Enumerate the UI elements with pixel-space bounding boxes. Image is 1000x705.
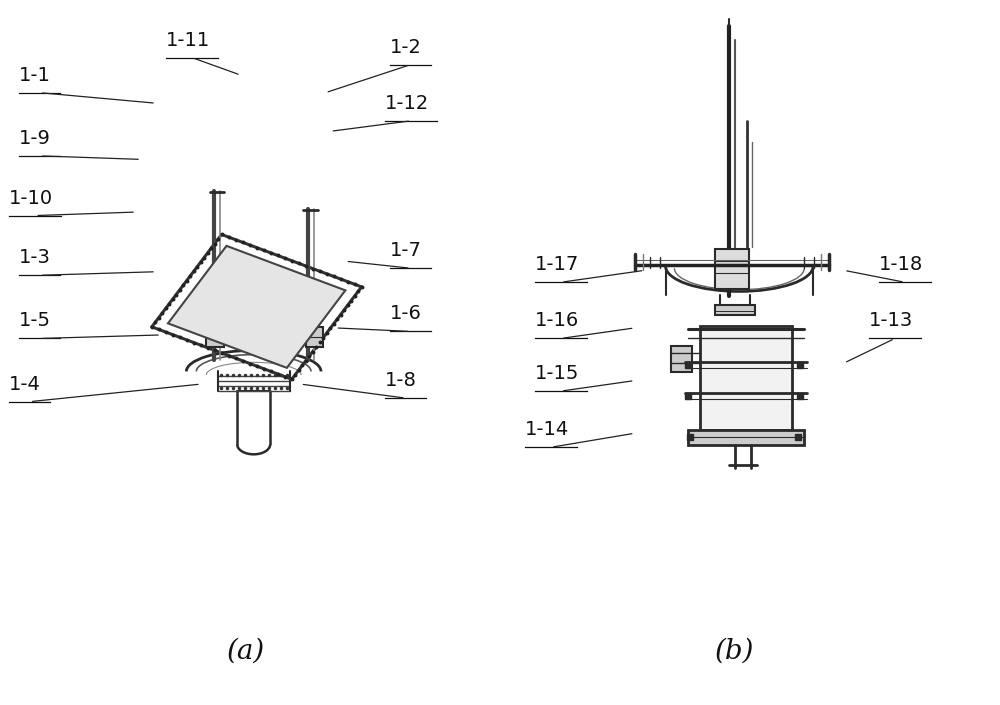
Text: 1-1: 1-1 — [19, 66, 51, 85]
Text: 1-7: 1-7 — [390, 241, 422, 260]
Text: 1-14: 1-14 — [525, 420, 569, 439]
Text: 1-17: 1-17 — [535, 255, 579, 274]
Text: 1-5: 1-5 — [19, 312, 51, 331]
Text: 1-10: 1-10 — [9, 188, 53, 207]
Text: 1-3: 1-3 — [19, 248, 51, 267]
Text: 1-16: 1-16 — [535, 312, 579, 331]
Bar — [671, 346, 692, 372]
Bar — [700, 326, 792, 430]
Bar — [306, 327, 323, 347]
Text: 1-13: 1-13 — [869, 312, 913, 331]
Text: 1-9: 1-9 — [19, 129, 51, 148]
Bar — [206, 327, 224, 347]
Text: (b): (b) — [715, 637, 754, 664]
Bar — [715, 249, 749, 289]
Bar — [688, 430, 804, 445]
Bar — [715, 305, 755, 315]
Text: 1-2: 1-2 — [390, 37, 422, 56]
Polygon shape — [168, 246, 345, 368]
Text: 1-18: 1-18 — [879, 255, 923, 274]
Text: 1-6: 1-6 — [390, 305, 422, 324]
Text: 1-11: 1-11 — [166, 30, 210, 49]
Text: (a): (a) — [227, 637, 265, 664]
Text: 1-12: 1-12 — [385, 94, 430, 113]
Text: 1-4: 1-4 — [9, 374, 41, 393]
Text: 1-15: 1-15 — [535, 364, 579, 383]
Text: 1-8: 1-8 — [385, 371, 417, 390]
